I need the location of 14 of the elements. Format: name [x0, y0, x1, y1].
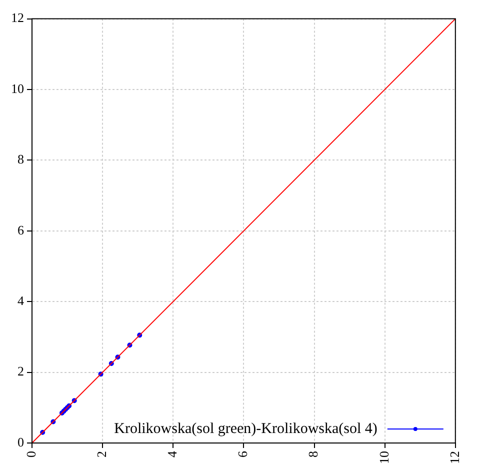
x-tick-label: 6	[235, 450, 250, 458]
x-tick-label: 0	[23, 451, 38, 458]
x-tick-label: 2	[94, 451, 109, 458]
y-tick-label: 10	[11, 80, 24, 96]
y-tick-label: 4	[18, 293, 24, 308]
x-tick-label: 10	[376, 451, 392, 464]
x-tick-label: 8	[306, 451, 321, 458]
y-tick-label: 2	[18, 364, 24, 379]
legend-label: Krolikowska(sol green)-Krolikowska(sol 4)	[114, 420, 378, 437]
y-tick-label: 6	[18, 222, 24, 238]
x-tick-label: 12	[446, 451, 462, 464]
y-tick-label: 8	[18, 152, 24, 167]
x-tick-label: 4	[164, 450, 180, 458]
y-tick-label: 12	[11, 10, 24, 26]
